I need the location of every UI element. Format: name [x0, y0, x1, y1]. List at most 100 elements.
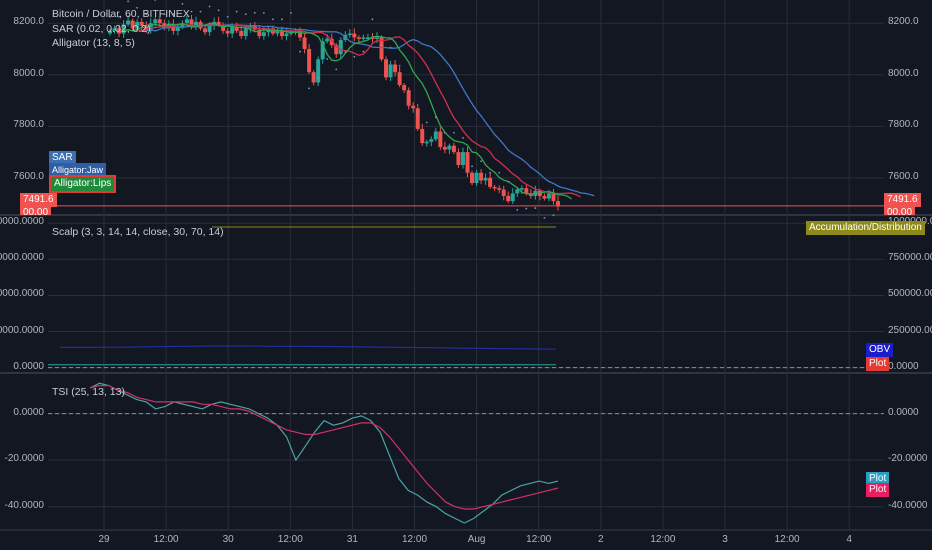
sar-dot [281, 18, 283, 21]
candle-body [347, 33, 352, 36]
candle-body [384, 59, 389, 78]
sar-dot [525, 207, 528, 210]
volume-tick-right: 500000.0000 [888, 288, 932, 300]
x-tick-label: 31 [346, 534, 358, 545]
candle-body [528, 193, 533, 196]
candle-body [402, 85, 407, 91]
candle-body [112, 28, 117, 31]
candle-body [352, 33, 357, 38]
price-tick-right: 8200.0 [888, 16, 919, 28]
candle-body [329, 38, 334, 46]
candle-body [438, 131, 443, 147]
sar-dot [136, 6, 139, 9]
candle-body [130, 20, 135, 29]
x-tick-label: 12:00 [401, 534, 428, 545]
candle-body [474, 172, 479, 184]
tsi-tick-left: 0.0000 [13, 406, 44, 418]
tsi-tick-left: -40.0000 [4, 499, 44, 511]
sar-dot [480, 160, 482, 163]
candle-body [447, 145, 452, 150]
accdist-tag: Accumulation/Distribution [806, 221, 925, 235]
candle-body [261, 32, 266, 37]
tsi-line [89, 382, 559, 524]
alligator-lips-tag: Alligator:Lips [49, 175, 117, 193]
tsi-tick-right: -40.0000 [888, 499, 928, 511]
volume-tick-right: 250000.0000 [888, 324, 932, 336]
candle-body [203, 28, 208, 33]
candle-body [316, 59, 321, 83]
sar-dot [163, 13, 166, 16]
candle-body [356, 37, 361, 39]
sar-dot [253, 11, 256, 14]
sar-dot [326, 58, 329, 60]
sar-dot [462, 137, 464, 139]
x-tick-label: 12:00 [774, 534, 800, 545]
sar-dot [453, 131, 455, 134]
sar-dot [416, 111, 419, 114]
candle-body [411, 105, 416, 109]
candle-body [153, 19, 158, 24]
candle-body [361, 37, 366, 39]
sar-dot [353, 55, 356, 58]
candle-body [108, 30, 112, 34]
tsi-signal-line [89, 385, 559, 510]
candle-body [193, 21, 198, 26]
candle-body [180, 23, 185, 28]
price-tick-left: 7600.0 [13, 170, 44, 182]
sar-dot [199, 10, 202, 13]
volume-tick-left: 500000.0000 [0, 288, 44, 300]
x-tick-label: Aug [467, 534, 486, 545]
candle-body [501, 189, 506, 196]
candle-body [135, 21, 140, 29]
volume-tick-left: 0.0000 [13, 360, 44, 372]
candle-body [279, 30, 284, 37]
tsi-plot-tag-1: Plot [866, 472, 890, 486]
sar-dot [543, 216, 546, 219]
sar-dot [425, 121, 428, 124]
tsi-plot-tag-2: Plot [866, 483, 890, 497]
candle-body [406, 90, 411, 106]
candle-body [189, 19, 194, 26]
candle-body [497, 188, 502, 190]
sar-dot [154, 0, 157, 1]
x-tick-label: 4 [846, 534, 852, 545]
candle-body [483, 177, 488, 181]
candle-body [515, 189, 520, 194]
price-tick-right: 7800.0 [888, 119, 919, 131]
candle-body [257, 29, 262, 37]
sar-dot [127, 0, 130, 3]
candle-body [334, 45, 339, 55]
volume-tick-left: 250000.0000 [0, 324, 44, 336]
candle-body [460, 152, 465, 166]
alligator-teeth-line [132, 23, 581, 198]
candle-body [442, 146, 447, 150]
sar-dot [118, 15, 120, 18]
price-tick-left: 8200.0 [13, 16, 44, 28]
sar-dot [498, 171, 501, 174]
sar-legend: SAR (0.02, 0.02, 0.2) [52, 23, 151, 35]
alligator-legend: Alligator (13, 8, 5) [52, 37, 135, 49]
candle-body [470, 172, 475, 184]
price-tick-left: 8000.0 [13, 67, 44, 79]
volume-tick-right: 0.0000 [888, 360, 919, 372]
last-price-tag-left: 7491.6 [20, 193, 57, 207]
candle-body [230, 27, 235, 34]
sar-dot [389, 46, 392, 49]
sar-dot [172, 13, 175, 16]
candle-body [320, 41, 325, 60]
sar-dot [272, 18, 274, 21]
candle-body [365, 37, 370, 39]
alligator-lips-line [123, 22, 572, 200]
candle-body [519, 188, 524, 190]
candle-body [465, 152, 470, 173]
sar-dot [371, 18, 374, 21]
candle-body [216, 21, 221, 25]
sar-dot [534, 207, 537, 209]
candle-body [139, 21, 144, 26]
obv-tag: OBV [866, 343, 894, 357]
sar-dot [190, 10, 193, 13]
sar-dot [235, 10, 238, 13]
candle-body [542, 195, 547, 199]
candle-body [171, 24, 176, 31]
volume-tick-left: 1000000.0000 [0, 216, 44, 228]
